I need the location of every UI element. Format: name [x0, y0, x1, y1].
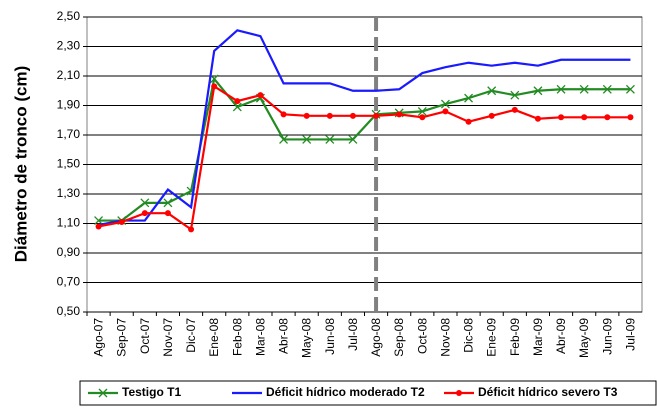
x-tick-label: Feb-08	[230, 318, 244, 356]
marker	[141, 210, 148, 217]
y-tick-label: 1,30	[57, 186, 81, 200]
y-axis-label: Diámetro de tronco (cm)	[11, 66, 30, 262]
x-tick-label: Dic-07	[184, 318, 198, 353]
x-tick-label: Dic-08	[462, 318, 476, 353]
marker	[602, 84, 612, 94]
series	[98, 29, 631, 227]
x-tick-label: Abr-09	[554, 318, 568, 354]
marker	[534, 115, 541, 122]
marker	[556, 84, 566, 94]
marker	[511, 106, 518, 113]
marker	[280, 111, 287, 118]
x-tick-label: Nov-08	[438, 318, 452, 357]
series-line	[98, 76, 631, 222]
marker	[510, 90, 520, 100]
marker	[396, 111, 403, 118]
series	[94, 74, 635, 226]
legend	[79, 380, 657, 406]
legend-label: Testigo T1	[122, 385, 181, 399]
marker	[303, 112, 310, 119]
marker	[627, 114, 634, 121]
x-tick-label: Oct-08	[415, 318, 429, 354]
legend-label: Déficit hídrico moderado T2	[266, 385, 425, 399]
y-tick-label: 1,70	[57, 127, 81, 141]
series	[95, 83, 634, 233]
x-tick-label: Abr-08	[277, 318, 291, 354]
x-tick-label: Mar-08	[253, 318, 267, 356]
marker	[188, 226, 195, 233]
x-tick-label: May-09	[577, 318, 591, 358]
y-tick-label: 2,50	[57, 9, 81, 23]
legend-label: Déficit hídrico severo T3	[478, 385, 618, 399]
marker	[163, 198, 173, 208]
y-tick-label: 2,30	[57, 39, 81, 53]
x-tick-label: Oct-07	[138, 318, 152, 354]
marker	[140, 198, 150, 208]
marker	[465, 118, 472, 125]
marker	[349, 112, 356, 119]
y-tick-label: 1,90	[57, 98, 81, 112]
marker	[533, 86, 543, 96]
marker	[581, 114, 588, 121]
x-tick-label: Ene-09	[485, 318, 499, 357]
x-tick-label: Feb-09	[508, 318, 522, 356]
marker	[373, 112, 380, 119]
y-tick-label: 0,90	[57, 245, 81, 259]
marker	[487, 86, 497, 96]
x-tick-label: Jun-08	[323, 318, 337, 355]
marker	[234, 98, 241, 105]
marker	[604, 114, 611, 121]
x-tick-label: Ene-08	[207, 318, 221, 357]
x-tick-label: Sep-08	[392, 318, 406, 357]
y-tick-label: 2,10	[57, 68, 81, 82]
x-tick-label: Sep-07	[115, 318, 129, 357]
marker	[279, 134, 289, 144]
marker	[579, 84, 589, 94]
marker	[118, 219, 125, 226]
x-tick-label: Jul-09	[623, 318, 637, 351]
marker	[325, 134, 335, 144]
x-tick-label: May-08	[300, 318, 314, 358]
marker	[419, 114, 426, 121]
marker	[94, 216, 104, 226]
marker	[257, 92, 264, 99]
marker	[558, 114, 565, 121]
y-tick-label: 0,70	[57, 275, 81, 289]
marker	[348, 134, 358, 144]
marker	[302, 134, 312, 144]
marker	[417, 106, 427, 116]
x-tick-label: Ago-08	[369, 318, 383, 357]
series-line	[98, 29, 631, 227]
x-tick-label: Ago-07	[92, 318, 106, 357]
marker	[456, 390, 462, 396]
marker	[211, 83, 218, 90]
x-tick-label: Mar-09	[531, 318, 545, 356]
y-tick-label: 1,50	[57, 157, 81, 171]
y-tick-label: 0,50	[57, 304, 81, 318]
marker	[232, 102, 242, 112]
marker	[464, 93, 474, 103]
x-tick-label: Nov-07	[161, 318, 175, 357]
marker	[625, 84, 635, 94]
x-tick-label: Jun-09	[600, 318, 614, 355]
marker	[98, 388, 108, 398]
marker	[95, 223, 102, 230]
marker	[442, 108, 449, 115]
marker	[326, 112, 333, 119]
marker	[488, 112, 495, 119]
x-tick-label: Jul-08	[346, 318, 360, 351]
marker	[440, 99, 450, 109]
series-line	[98, 84, 631, 232]
y-tick-label: 1,10	[57, 216, 81, 230]
marker	[164, 210, 171, 217]
